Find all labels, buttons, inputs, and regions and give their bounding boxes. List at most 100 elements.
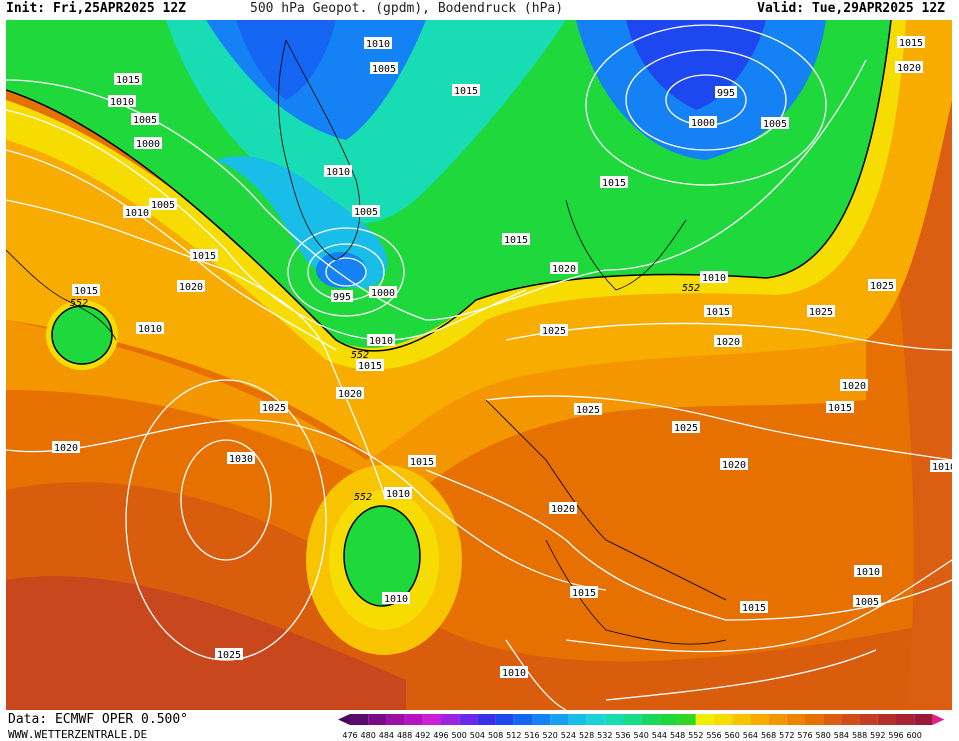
coastlines bbox=[6, 39, 727, 645]
pressure-label: 1015 bbox=[116, 75, 140, 86]
pressure-label: 1025 bbox=[262, 403, 286, 414]
colorbar-tick-label: 504 bbox=[470, 731, 485, 740]
h552-labels: 552 552 552 552 552 bbox=[70, 283, 700, 503]
colorbar-tick-label: 544 bbox=[652, 731, 667, 740]
field-572 bbox=[6, 320, 866, 500]
colorbar-swatch bbox=[368, 714, 387, 725]
pressure-label: 1020 bbox=[552, 264, 576, 275]
colorbar-swatch bbox=[441, 714, 460, 725]
colorbar-swatch bbox=[877, 714, 896, 725]
pressure-label: 1010 bbox=[326, 167, 350, 178]
colorbar-swatch bbox=[859, 714, 878, 725]
colorbar-tick-label: 568 bbox=[761, 731, 776, 740]
colorbar-tick-label: 488 bbox=[397, 731, 412, 740]
colorbar-swatch bbox=[805, 714, 824, 725]
colorbar-tick-label: 528 bbox=[579, 731, 594, 740]
colorbar-tick-label: 548 bbox=[670, 731, 685, 740]
h552-label: 552 bbox=[682, 283, 700, 294]
h552-label: 552 bbox=[70, 298, 88, 309]
pressure-label: 1025 bbox=[576, 405, 600, 416]
colorbar-swatch bbox=[677, 714, 696, 725]
pressure-label: 1020 bbox=[897, 63, 921, 74]
colorbar-tick-label: 496 bbox=[433, 731, 448, 740]
pressure-labels-europe: 1015 1020 1025 1025 1020 1015 1020 1025 … bbox=[500, 176, 952, 679]
colorbar-swatch bbox=[604, 714, 623, 725]
colorbar-tick-label: 576 bbox=[797, 731, 812, 740]
pressure-label: 1020 bbox=[54, 443, 78, 454]
source-url: WWW.WETTERZENTRALE.DE bbox=[8, 728, 148, 741]
pressure-label: 1015 bbox=[706, 307, 730, 318]
pressure-label: 1005 bbox=[151, 200, 175, 211]
colorbar-tick-label: 596 bbox=[888, 731, 903, 740]
pressure-labels: 1010 1005 1015 995 1000 1005 1015 1020 1… bbox=[52, 36, 952, 679]
pressure-label: 1025 bbox=[217, 650, 241, 661]
field-508 bbox=[236, 20, 336, 100]
pressure-label: 1000 bbox=[371, 288, 395, 299]
pressure-label: 1010 bbox=[502, 668, 526, 679]
pressure-label: 1005 bbox=[763, 119, 787, 130]
pressure-labels-west: 1015 1010 1005 1000 1010 1005 1015 1015 … bbox=[72, 73, 218, 335]
pressure-label: 1015 bbox=[742, 603, 766, 614]
pressure-label: 1015 bbox=[192, 251, 216, 262]
colorbar-swatch bbox=[732, 714, 751, 725]
colorbar-swatch bbox=[586, 714, 605, 725]
pressure-label: 1020 bbox=[551, 504, 575, 515]
colorbar-swatch bbox=[896, 714, 915, 725]
field-atlantic-cutoff bbox=[343, 505, 421, 607]
data-source: Data: ECMWF OPER 0.500° bbox=[8, 712, 189, 727]
colorbar-swatch bbox=[750, 714, 769, 725]
colorbar-swatch bbox=[513, 714, 532, 725]
field-canada-cutoff bbox=[51, 305, 113, 365]
colorbar-tick-label: 540 bbox=[634, 731, 649, 740]
colorbar-tick-label: 588 bbox=[852, 731, 867, 740]
colorbar-tick-label: 484 bbox=[379, 731, 394, 740]
pressure-label: 1020 bbox=[338, 389, 362, 400]
field-556 bbox=[6, 20, 906, 370]
pressure-label: 1020 bbox=[179, 282, 203, 293]
pressure-label: 1015 bbox=[74, 286, 98, 297]
pressure-label: 1005 bbox=[133, 115, 157, 126]
colorbar-tick-label: 524 bbox=[561, 731, 576, 740]
pressure-label: 1015 bbox=[504, 235, 528, 246]
colorbar-tick-label: 480 bbox=[361, 731, 376, 740]
colorbar-tick-label: 584 bbox=[834, 731, 849, 740]
pressure-label: 1010 bbox=[366, 39, 390, 50]
pressure-label: 1010 bbox=[125, 208, 149, 219]
pressure-labels-central: 1010 1005 995 1000 1010 1015 1015 1020 1… bbox=[324, 165, 602, 416]
colorbar-swatch bbox=[714, 714, 733, 725]
pressure-label: 1015 bbox=[410, 457, 434, 468]
colorbar-tick-label: 492 bbox=[415, 731, 430, 740]
field-nordic-core bbox=[626, 20, 766, 110]
map-svg: 552 552 552 552 552 1010 1005 1015 995 1… bbox=[6, 20, 952, 710]
pressure-label: 995 bbox=[717, 88, 735, 99]
pressure-label: 1005 bbox=[354, 207, 378, 218]
pressure-label: 1010 bbox=[384, 594, 408, 605]
pressure-label: 1005 bbox=[855, 597, 879, 608]
pressure-label: 1025 bbox=[674, 423, 698, 434]
colorbar-swatch bbox=[768, 714, 787, 725]
colorbar-swatch bbox=[695, 714, 714, 725]
colorbar-tick-label: 580 bbox=[816, 731, 831, 740]
colorbar-tick-label: 508 bbox=[488, 731, 503, 740]
colorbar-tick-label: 476 bbox=[342, 731, 357, 740]
pressure-label: 1015 bbox=[602, 178, 626, 189]
colorbar-swatch bbox=[841, 714, 860, 725]
pressure-label: 1010 bbox=[138, 324, 162, 335]
h552-contour bbox=[6, 20, 892, 352]
colorbar-tick-label: 532 bbox=[597, 731, 612, 740]
field-568 bbox=[6, 20, 952, 470]
colorbar-swatch bbox=[823, 714, 842, 725]
chart-title: 500 hPa Geopot. (gpdm), Bodendruck (hPa) bbox=[250, 1, 564, 16]
pressure-label: 1030 bbox=[229, 454, 253, 465]
pressure-label: 1010 bbox=[702, 273, 726, 284]
colorbar-swatch bbox=[422, 714, 441, 725]
pressure-label: 1025 bbox=[809, 307, 833, 318]
chart-header: Init: Fri,25APR2025 12Z 500 hPa Geopot. … bbox=[0, 0, 959, 20]
pressure-label: 1000 bbox=[691, 118, 715, 129]
colorbar-swatch bbox=[350, 714, 369, 725]
pressure-label: 1015 bbox=[454, 86, 478, 97]
pressure-label: 1005 bbox=[372, 64, 396, 75]
valid-time: Valid: Tue,29APR2025 12Z bbox=[757, 1, 945, 16]
pressure-label: 1010 bbox=[932, 462, 952, 473]
colorbar: 476 480 484 488 492 496 500 504 508 512 516 520 524 5… bbox=[338, 714, 945, 740]
